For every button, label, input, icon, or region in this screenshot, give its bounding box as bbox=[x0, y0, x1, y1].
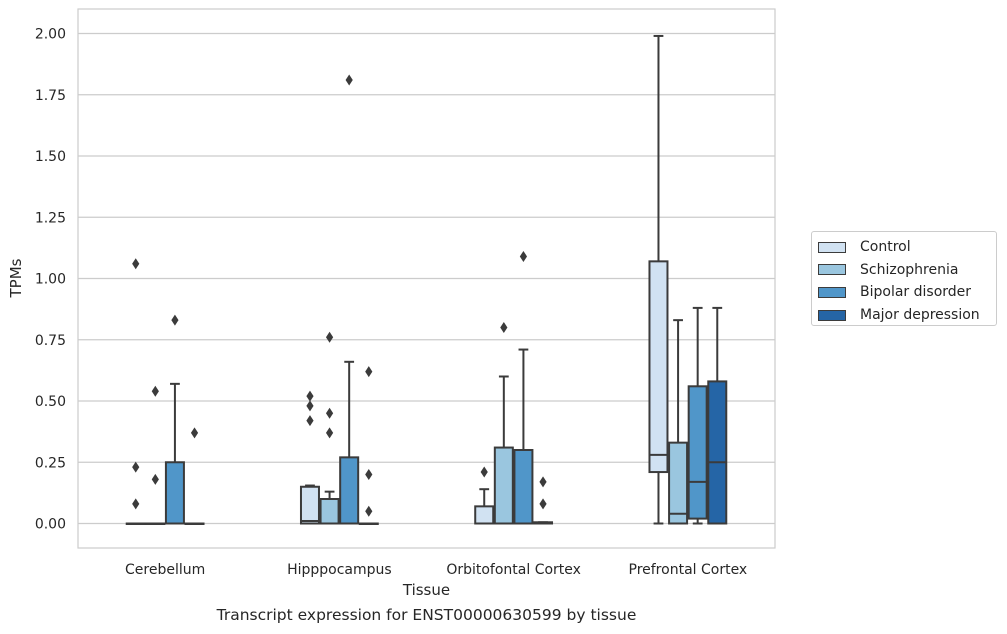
outlier-point bbox=[539, 476, 547, 488]
outlier-point bbox=[480, 466, 488, 478]
legend-label: Bipolar disorder bbox=[860, 284, 972, 301]
box bbox=[339, 456, 360, 525]
chart-caption: Transcript expression for ENST0000063059… bbox=[216, 606, 637, 624]
y-tick-label: 0.25 bbox=[35, 455, 66, 471]
legend-swatch bbox=[818, 286, 846, 298]
legend-item: Control bbox=[818, 236, 996, 259]
legend-item: Schizophrenia bbox=[818, 259, 996, 282]
box bbox=[474, 505, 495, 525]
y-tick-label: 1.75 bbox=[35, 88, 66, 104]
outlier-point bbox=[500, 322, 508, 333]
outlier-point bbox=[325, 427, 334, 439]
x-axis-ticks: Cerebellum Hipppocampus Orbitofontal Corte… bbox=[125, 562, 747, 578]
outlier-point bbox=[539, 498, 547, 510]
outlier-point bbox=[325, 331, 334, 343]
legend-label: Schizophrenia bbox=[860, 261, 959, 278]
outlier-point bbox=[365, 469, 373, 480]
box bbox=[319, 498, 340, 525]
outlier-point bbox=[132, 258, 140, 270]
y-tick-label: 2.00 bbox=[35, 27, 66, 43]
outlier-point bbox=[345, 74, 353, 86]
box bbox=[668, 441, 689, 525]
legend-swatch bbox=[818, 264, 846, 276]
y-tick-label: 1.00 bbox=[35, 272, 66, 288]
legend-swatch bbox=[818, 309, 846, 321]
outlier-point bbox=[190, 427, 199, 439]
outlier-point bbox=[306, 415, 314, 427]
x-axis-label: Tissue bbox=[402, 581, 450, 599]
legend-item: Major depression bbox=[818, 304, 996, 327]
legend: Control Schizophrenia Bipolar disorder Majo… bbox=[811, 231, 997, 326]
legend-swatch bbox=[818, 241, 846, 253]
box bbox=[299, 485, 320, 525]
y-axis-ticks: 0.00 0.25 0.50 0.75 1.00 1.25 1.50 1.75 2.00 bbox=[35, 27, 66, 533]
gridlines bbox=[78, 32, 775, 525]
outlier-point bbox=[151, 385, 159, 397]
y-axis-label: TPMs bbox=[7, 258, 25, 298]
outlier-point bbox=[325, 407, 334, 419]
box bbox=[687, 385, 708, 520]
outlier-point bbox=[306, 400, 314, 412]
x-tick-label: Hipppocampus bbox=[287, 562, 392, 578]
y-tick-label: 0.75 bbox=[35, 333, 66, 349]
box-series bbox=[125, 34, 728, 525]
series-group bbox=[125, 34, 669, 525]
box bbox=[493, 446, 514, 525]
outlier-point bbox=[151, 473, 159, 485]
outlier-point bbox=[365, 366, 373, 378]
outlier-point bbox=[306, 390, 314, 402]
x-tick-label: Prefrontal Cortex bbox=[629, 562, 748, 578]
outlier-point bbox=[365, 505, 373, 517]
series-group bbox=[164, 74, 708, 525]
y-tick-label: 0.50 bbox=[35, 394, 66, 410]
series-group bbox=[145, 319, 689, 525]
series-group bbox=[184, 306, 728, 525]
x-tick-label: Cerebellum bbox=[125, 562, 205, 578]
outlier-point bbox=[132, 461, 140, 473]
plot-area bbox=[77, 8, 776, 549]
y-tick-label: 0.00 bbox=[35, 517, 66, 533]
legend-label: Major depression bbox=[860, 307, 980, 324]
outlier-point bbox=[132, 498, 140, 510]
legend-label: Control bbox=[860, 239, 911, 256]
box bbox=[707, 380, 728, 525]
legend-item: Bipolar disorder bbox=[818, 281, 996, 304]
outlier-point bbox=[519, 250, 528, 262]
box bbox=[513, 449, 534, 525]
box bbox=[648, 260, 669, 474]
y-tick-label: 1.50 bbox=[35, 149, 66, 165]
x-tick-label: Orbitofontal Cortex bbox=[446, 562, 581, 578]
y-tick-label: 1.25 bbox=[35, 210, 66, 226]
box bbox=[164, 461, 185, 525]
outlier-point bbox=[171, 314, 179, 326]
